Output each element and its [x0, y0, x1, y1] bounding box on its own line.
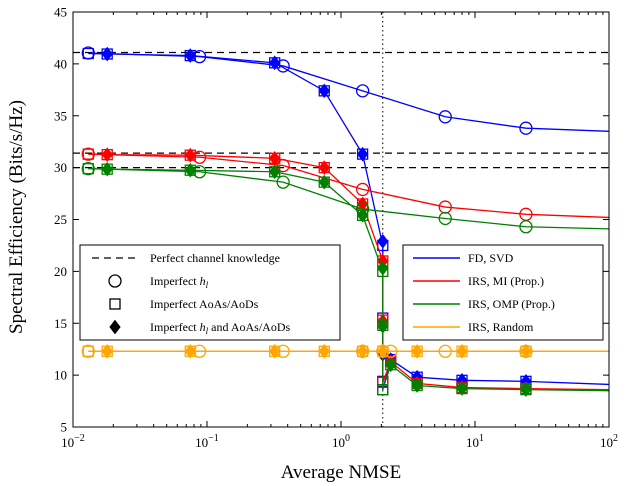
y-tick-label-4: 25: [54, 212, 67, 227]
series-2-hl-point-2: [276, 175, 290, 189]
series-0-both-point-1: [184, 48, 196, 63]
series-2-both-point-0: [101, 161, 113, 177]
x-tick-label-2: 100: [332, 433, 350, 450]
series-0-imperfect-hl-line: [88, 52, 609, 132]
series-2-both-point-7: [385, 357, 397, 373]
series-0-hl-point-4: [438, 110, 452, 124]
series-1-both-point-1: [184, 147, 196, 163]
series-0-aoa-point-0: [82, 47, 94, 60]
series-3-both-point-5: [377, 343, 389, 359]
series-2-both-point-8: [411, 378, 423, 393]
y-axis-label: Spectral Efficiency (Bits/s/Hz): [6, 100, 27, 334]
series-1-both-point-0: [101, 147, 113, 162]
y-tick-label-5: 30: [54, 160, 67, 175]
series-2-aoa-point-8: [377, 383, 389, 396]
series-3-both-point-0: [101, 343, 113, 359]
series-3-both-point-8: [520, 343, 532, 359]
y-tick-label-2: 15: [54, 316, 67, 331]
series-0-hl-point-3: [355, 84, 370, 98]
series-0-both-point-5: [377, 233, 389, 249]
series-1-both-point-3: [318, 160, 330, 175]
series-2-both-point-2: [269, 164, 281, 180]
legend-right-box: [402, 244, 604, 341]
series-2-imperfect-hl-line: [88, 168, 609, 230]
series-0-hl-point-5: [519, 121, 533, 135]
series-2-both-point-3: [318, 174, 330, 190]
legend-left-label-1: Imperfect hl: [150, 274, 209, 290]
legend-left-label-0: Perfect channel knowledge: [150, 251, 280, 265]
series-2-both-point-5: [377, 260, 389, 276]
series-0-both-point-2: [269, 55, 281, 71]
series-2-both-point-1: [184, 162, 196, 178]
series-3-hl-point-6: [438, 344, 452, 358]
legend-left-label-3: Imperfect hl and AoAs/AoDs: [150, 320, 290, 336]
legend-left-marker-2: [109, 298, 121, 310]
series-3-both-point-6: [411, 343, 423, 359]
series-2-hl-point-5: [519, 220, 533, 234]
legend-right-label-3: IRS, Random: [468, 320, 534, 334]
series-1-hl-point-0: [81, 147, 95, 161]
series-1-hl-point-2: [276, 158, 290, 173]
legend-right-label-1: IRS, MI (Prop.): [468, 274, 544, 288]
legend-right-label-0: FD, SVD: [468, 251, 514, 265]
y-tick-label-1: 10: [54, 368, 67, 383]
series-2-hl-point-0: [81, 162, 95, 176]
legend-left-marker-3: [109, 319, 121, 335]
series-0-both-point-0: [101, 46, 113, 62]
series-1-aoa-point-0: [82, 148, 94, 160]
series-2-both-point-9: [456, 381, 468, 396]
series-3-both-point-4: [356, 343, 369, 359]
series-2-hl-point-4: [438, 211, 452, 226]
series-2-both-point-6: [377, 319, 389, 334]
legend-left: Perfect channel knowledge Imperfect hl Imp…: [79, 244, 341, 341]
plot-area: [73, 12, 609, 427]
series-0-both-point-3: [318, 83, 330, 99]
y-tick-label-6: 35: [54, 108, 67, 123]
x-tick-label-0: 10−2: [61, 433, 85, 450]
series-2-both-point-10: [520, 382, 532, 397]
legend-right: FD, SVD IRS, MI (Prop.) IRS, OMP (Prop.) IR…: [402, 244, 604, 341]
x-tick-label-4: 102: [600, 433, 618, 450]
y-tick-label-7: 40: [54, 56, 67, 71]
series-3-both-point-7: [456, 343, 468, 359]
series-3-aoa-point-0: [82, 345, 94, 357]
series-3-both-point-2: [269, 343, 281, 359]
series-1-imperfect-hl-line: [88, 153, 609, 219]
series-2-both-point-4: [356, 208, 369, 223]
legend-left-marker-1: [108, 274, 122, 288]
x-tick-label-1: 10−1: [195, 433, 219, 450]
legend-left-box: [79, 244, 341, 341]
series-2-aoa-point-0: [82, 163, 94, 175]
x-axis-label: Average NMSE: [281, 462, 401, 483]
series-0-both-point-4: [356, 146, 369, 162]
series-2-imperfect-aoa-line: [88, 168, 609, 392]
y-tick-label-0: 5: [61, 420, 68, 435]
legend-right-label-2: IRS, OMP (Prop.): [468, 297, 555, 311]
y-tick-label-8: 45: [54, 5, 67, 20]
series-1-hl-point-3: [355, 182, 370, 197]
series-3-both-point-1: [184, 343, 196, 359]
series-3-both-point-3: [318, 343, 330, 359]
y-tick-label-3: 20: [54, 264, 67, 279]
series-3-hl-point-0: [81, 344, 95, 358]
legend-left-label-2: Imperfect AoAs/AoDs: [150, 297, 259, 311]
x-tick-label-3: 101: [466, 433, 484, 450]
